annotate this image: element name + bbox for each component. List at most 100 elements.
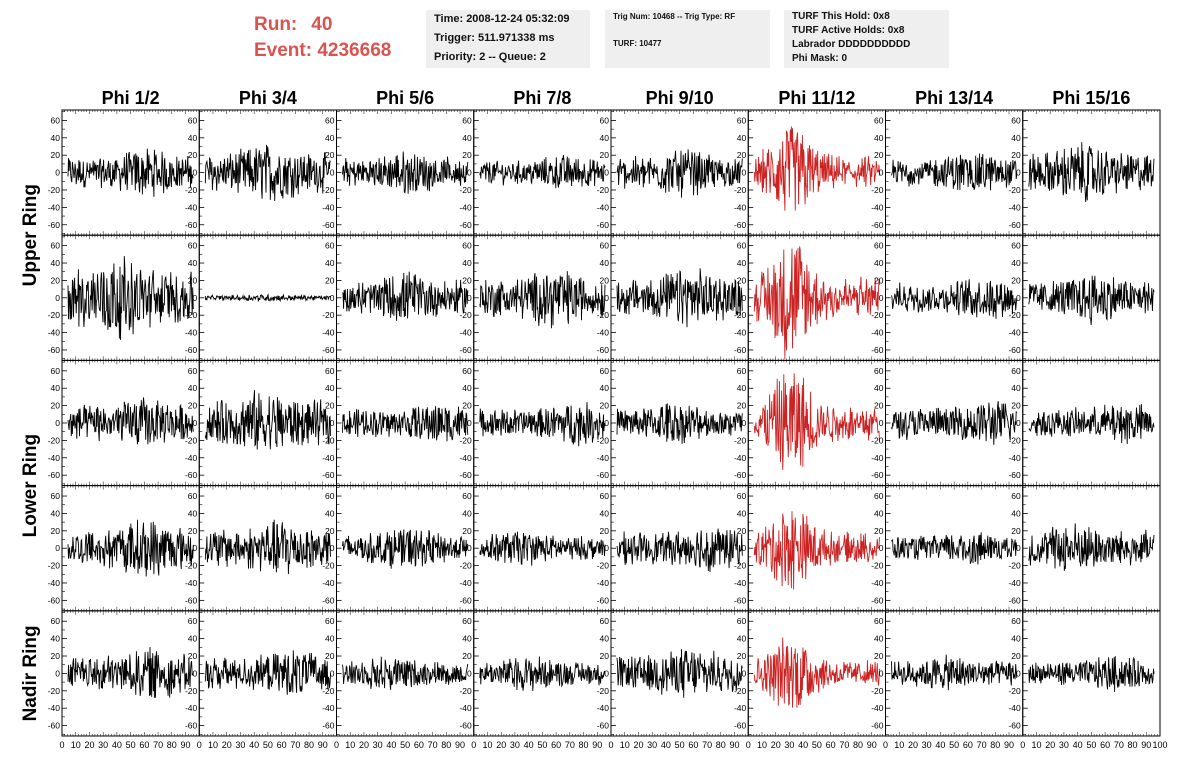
y-tick-label: 0 bbox=[879, 168, 884, 178]
y-tick-label: 0 bbox=[742, 293, 747, 303]
y-tick-label: 40 bbox=[1011, 258, 1021, 268]
trigger-text: Trigger: 511.971338 ms bbox=[434, 32, 555, 44]
column-header: Phi 7/8 bbox=[513, 88, 571, 108]
y-tick-label: -20 bbox=[1008, 435, 1021, 445]
waveform-panel: 60 40 20 0 -20 -40 -60 bbox=[459, 610, 612, 737]
waveform-line bbox=[1028, 275, 1155, 326]
y-tick-label: 40 bbox=[737, 634, 747, 644]
y-tick-label: 40 bbox=[325, 383, 335, 393]
waveform-panel: 60 40 20 0 -20 -40 -60 bbox=[871, 359, 1024, 487]
y-tick-label: 60 bbox=[874, 491, 884, 501]
waveform-panel: 60 40 20 0 -20 -40 -60 bbox=[48, 234, 200, 361]
y-tick-label: -40 bbox=[1008, 578, 1021, 588]
y-tick-label: 20 bbox=[188, 651, 198, 661]
waveform-line bbox=[204, 390, 331, 450]
y-tick-label: 60 bbox=[51, 616, 61, 626]
y-tick-label: -40 bbox=[734, 703, 747, 713]
y-tick-label: -60 bbox=[597, 470, 610, 480]
waveform-panel: 60 40 20 0 -20 -40 -60 bbox=[459, 359, 612, 487]
ring-label: Nadir Ring bbox=[20, 625, 41, 721]
y-tick-label: 40 bbox=[462, 383, 472, 393]
waveform-panel: 60 40 20 0 -20 -40 -60 bbox=[1008, 109, 1161, 236]
y-tick-label: 20 bbox=[1011, 526, 1021, 536]
y-tick-label: -60 bbox=[1008, 470, 1021, 480]
y-tick-label: -60 bbox=[185, 595, 198, 605]
y-tick-label: 40 bbox=[600, 258, 610, 268]
y-tick-label: 0 bbox=[467, 418, 472, 428]
y-tick-label: -60 bbox=[459, 595, 472, 605]
y-tick-label: -40 bbox=[322, 453, 335, 463]
waveform-line bbox=[342, 271, 469, 321]
y-tick-label: -60 bbox=[597, 721, 610, 731]
waveform-line bbox=[204, 293, 331, 303]
y-tick-label: -40 bbox=[48, 453, 61, 463]
waveform-panel: 60 40 20 0 -20 -40 -60 bbox=[1008, 234, 1161, 361]
y-tick-label: -40 bbox=[871, 578, 884, 588]
y-tick-label: 60 bbox=[462, 241, 472, 251]
y-tick-label: 60 bbox=[874, 241, 884, 251]
y-tick-label: 20 bbox=[188, 275, 198, 285]
trig-num-text: Trig Num: 10468 -- Trig Type: RF bbox=[613, 12, 736, 21]
y-tick-label: -40 bbox=[734, 453, 747, 463]
y-tick-label: -60 bbox=[734, 595, 747, 605]
y-tick-label: -60 bbox=[871, 345, 884, 355]
y-tick-label: 60 bbox=[462, 491, 472, 501]
y-tick-label: 0 bbox=[330, 543, 335, 553]
y-tick-label: -40 bbox=[48, 202, 61, 212]
waveform-line bbox=[67, 519, 194, 577]
waveform-line bbox=[479, 402, 606, 447]
y-tick-label: -40 bbox=[185, 328, 198, 338]
y-tick-label: 60 bbox=[1011, 115, 1021, 125]
y-tick-label: 60 bbox=[737, 616, 747, 626]
column-header: Phi 15/16 bbox=[1052, 88, 1130, 108]
waveform-line bbox=[891, 153, 1018, 191]
y-tick-label: -60 bbox=[1008, 345, 1021, 355]
y-tick-label: 0 bbox=[55, 168, 60, 178]
waveform-panel: 60 40 20 0 -20 -40 -60 bbox=[734, 109, 886, 236]
y-tick-label: 0 bbox=[742, 168, 747, 178]
y-tick-label: -60 bbox=[322, 345, 335, 355]
y-tick-label: 60 bbox=[325, 491, 335, 501]
y-tick-label: 0 bbox=[193, 293, 198, 303]
y-tick-label: 0 bbox=[742, 668, 747, 678]
y-tick-label: 20 bbox=[188, 526, 198, 536]
y-tick-label: -40 bbox=[597, 703, 610, 713]
waveform-line bbox=[1028, 142, 1155, 202]
y-tick-label: 60 bbox=[737, 241, 747, 251]
waveform-line bbox=[753, 126, 880, 211]
y-tick-label: -40 bbox=[48, 578, 61, 588]
y-tick-label: -20 bbox=[48, 686, 61, 696]
waveform-line bbox=[891, 532, 1018, 565]
y-tick-label: 40 bbox=[1011, 133, 1021, 143]
y-tick-label: 40 bbox=[1011, 508, 1021, 518]
y-tick-label: 20 bbox=[1011, 275, 1021, 285]
y-tick-label: 60 bbox=[325, 366, 335, 376]
y-tick-label: 0 bbox=[879, 293, 884, 303]
y-tick-label: 0 bbox=[1016, 668, 1021, 678]
y-tick-label: 0 bbox=[55, 418, 60, 428]
y-tick-label: 60 bbox=[462, 115, 472, 125]
waveform-panel: 60 40 20 0 -20 -40 -60 bbox=[734, 359, 886, 487]
waveform-line bbox=[753, 246, 880, 359]
y-tick-label: 20 bbox=[188, 401, 198, 411]
y-tick-label: -60 bbox=[185, 345, 198, 355]
waveform-line bbox=[204, 144, 331, 202]
y-tick-label: 60 bbox=[600, 366, 610, 376]
y-tick-label: 20 bbox=[874, 526, 884, 536]
trig-info-box: Trig Num: 10468 -- Trig Type: RF TURF: 1… bbox=[605, 10, 770, 68]
y-tick-label: -40 bbox=[185, 703, 198, 713]
y-tick-label: 40 bbox=[600, 508, 610, 518]
y-tick-label: 40 bbox=[51, 258, 61, 268]
y-tick-label: 40 bbox=[1011, 383, 1021, 393]
y-tick-label: 0 bbox=[55, 668, 60, 678]
y-tick-label: 40 bbox=[325, 133, 335, 143]
y-tick-label: 0 bbox=[467, 293, 472, 303]
y-tick-label: -20 bbox=[871, 185, 884, 195]
panel-frame bbox=[1022, 109, 1161, 236]
y-tick-label: 40 bbox=[325, 508, 335, 518]
y-tick-label: 40 bbox=[874, 133, 884, 143]
y-tick-label: -40 bbox=[734, 328, 747, 338]
y-tick-label: 40 bbox=[188, 383, 198, 393]
waveform-panel: 60 40 20 0 -20 -40 -60 bbox=[1008, 610, 1161, 737]
y-tick-label: 0 bbox=[742, 418, 747, 428]
